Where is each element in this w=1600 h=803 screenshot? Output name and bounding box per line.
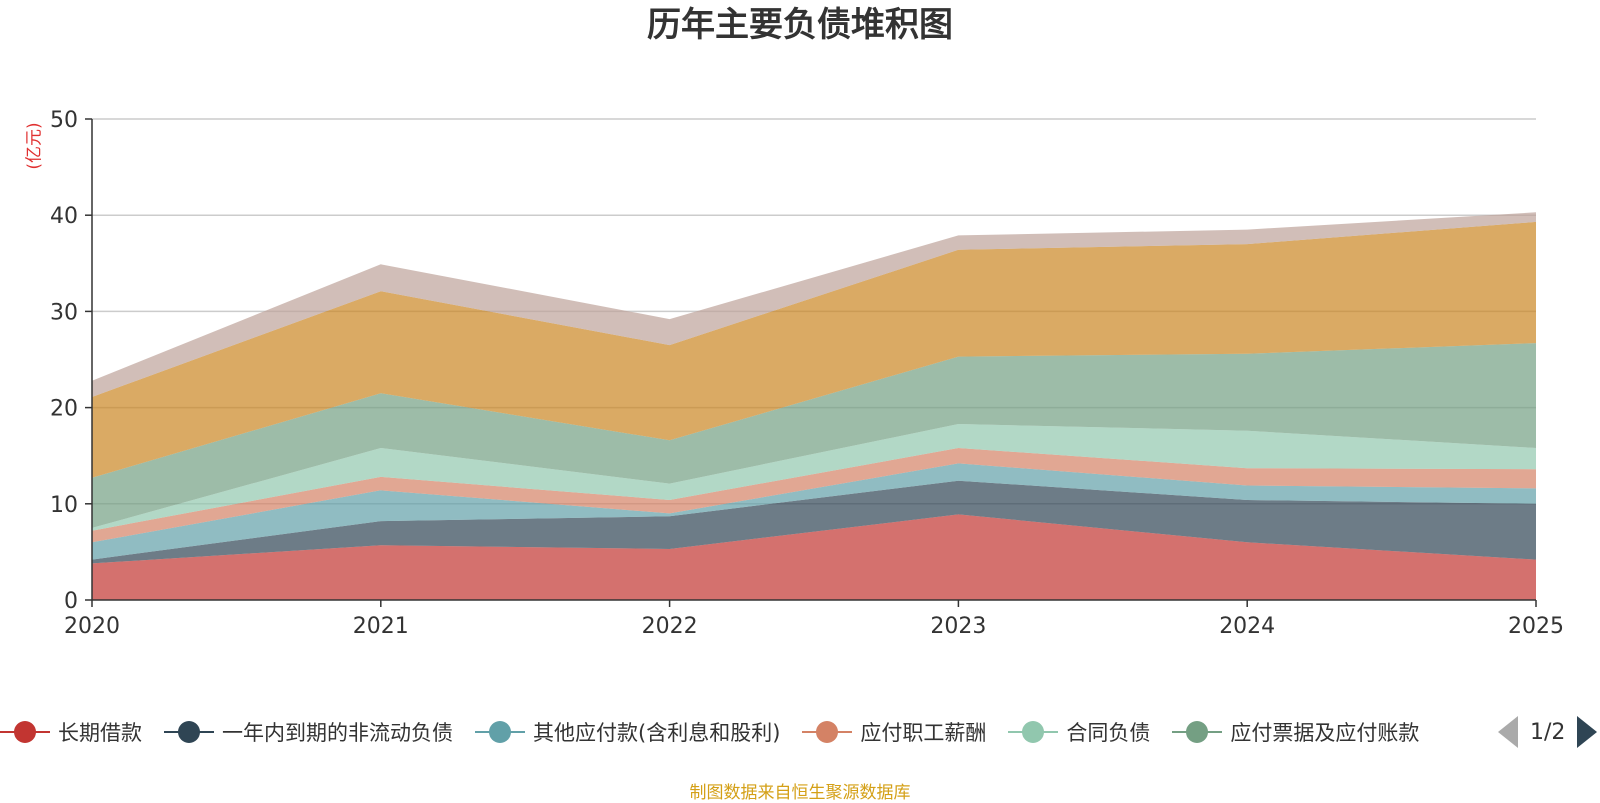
legend-marker-icon <box>475 721 525 743</box>
area-series-0[interactable] <box>92 514 1536 600</box>
x-tick-label: 2020 <box>64 614 120 639</box>
legend-item[interactable]: 一年内到期的非流动负债 <box>164 712 453 752</box>
area-series <box>92 212 1536 600</box>
legend-item[interactable]: 其他应付款(含利息和股利) <box>475 712 780 752</box>
y-tick-label: 0 <box>64 589 78 614</box>
x-tick-label: 2022 <box>642 614 698 639</box>
x-tick-label: 2023 <box>930 614 986 639</box>
y-tick-label: 10 <box>50 493 78 518</box>
legend-marker-icon <box>164 721 214 743</box>
legend-pager: 1/2 <box>1498 712 1598 752</box>
data-source-note: 制图数据来自恒生聚源数据库 <box>689 783 911 803</box>
legend-item[interactable]: 应付票据及应付账款 <box>1172 712 1419 752</box>
legend-prev-icon[interactable] <box>1498 716 1518 748</box>
legend-label: 合同负债 <box>1066 721 1151 745</box>
area-series-7[interactable] <box>92 212 1536 397</box>
area-series-4[interactable] <box>92 424 1536 531</box>
legend-marker-icon <box>1008 721 1059 743</box>
x-tick-label: 2025 <box>1508 614 1564 639</box>
y-tick-label: 30 <box>50 300 78 325</box>
legend-item[interactable]: 合同负债 <box>1008 712 1150 752</box>
y-axis-unit: (亿元) <box>24 122 45 170</box>
legend-marker-icon <box>802 721 853 743</box>
area-series-2[interactable] <box>92 463 1536 560</box>
legend-label: 应付票据及应付账款 <box>1230 721 1420 745</box>
legend-items: 长期借款 一年内到期的非流动负债 其他应付款(含利息和股利) 应付职工薪酬 合同负债 应付… <box>0 712 1482 752</box>
x-tick-label: 2021 <box>353 614 409 639</box>
area-series-1[interactable] <box>92 480 1536 564</box>
axis-ticks: 0 10 20 30 40 50 2020 2021 2022 2023 2024 2025 <box>50 108 1564 639</box>
area-series-5[interactable] <box>92 343 1536 528</box>
legend-page-number: 1/2 <box>1530 719 1566 745</box>
area-series-6[interactable] <box>92 221 1536 478</box>
legend-item[interactable]: 应付职工薪酬 <box>802 712 986 752</box>
y-tick-label: 40 <box>50 204 78 229</box>
legend-label: 应付职工薪酬 <box>860 721 987 745</box>
axes <box>91 119 1536 601</box>
legend-label: 长期借款 <box>58 721 142 745</box>
legend: 长期借款 一年内到期的非流动负债 其他应付款(含利息和股利) 应付职工薪酬 合同负债 应付… <box>0 712 1600 752</box>
chart-title: 历年主要负债堆积图 <box>647 5 953 45</box>
y-tick-label: 20 <box>50 397 78 422</box>
legend-item[interactable]: 长期借款 <box>0 712 142 752</box>
legend-label: 一年内到期的非流动负债 <box>222 721 453 745</box>
legend-label: 其他应付款(含利息和股利) <box>533 721 781 745</box>
area-series-3[interactable] <box>92 448 1536 543</box>
x-tick-label: 2024 <box>1219 614 1275 639</box>
legend-next-icon[interactable] <box>1577 716 1598 748</box>
legend-marker-icon <box>1172 721 1223 743</box>
legend-marker-icon <box>0 721 50 743</box>
y-tick-label: 50 <box>50 108 78 133</box>
